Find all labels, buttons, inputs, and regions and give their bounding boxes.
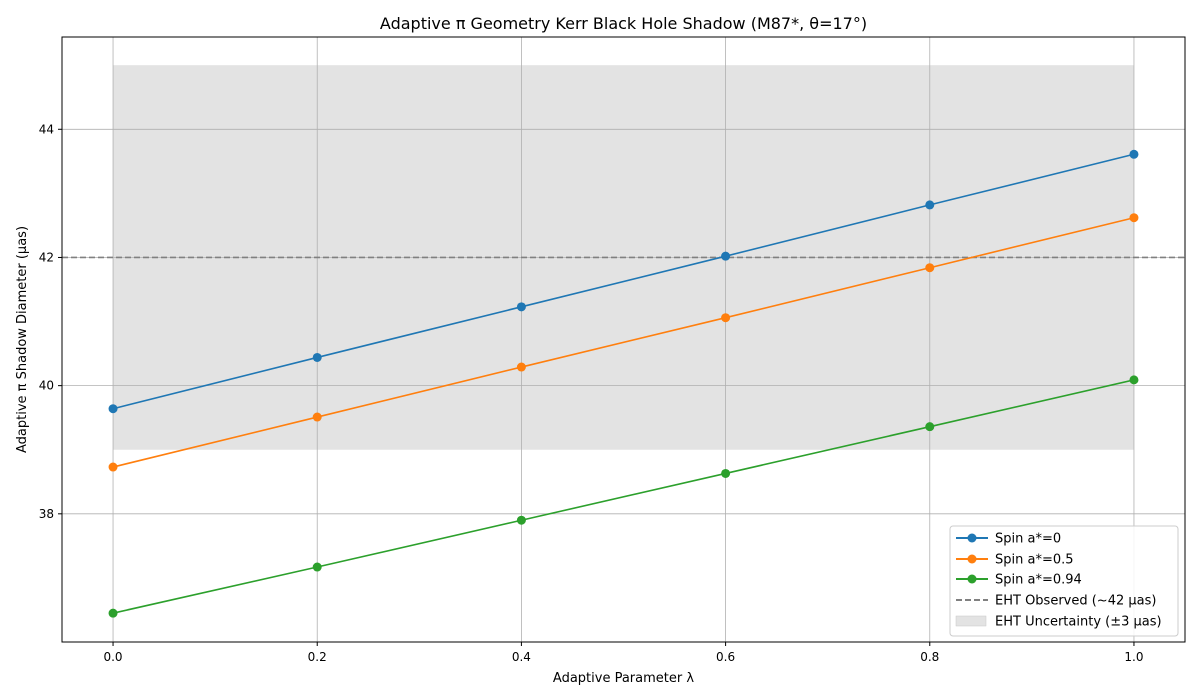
x-tick-label-0-4: 0.4 — [512, 650, 531, 664]
legend-label-spin-0-94: Spin a*=0.94 — [995, 573, 1082, 588]
x-tick-label-1-0: 1.0 — [1124, 650, 1143, 664]
legend-marker-spin-0 — [967, 533, 977, 543]
x-tick-label-0-2: 0.2 — [308, 650, 327, 664]
legend-marker-spin-0-5 — [967, 554, 977, 564]
series-spin-a-0 — [108, 149, 1139, 414]
y-axis-ticks: 38 40 42 44 — [39, 122, 62, 521]
legend-box — [949, 525, 1179, 637]
legend: Spin a*=0 Spin a*=0.5 Spin a*=0.94 EHT O… — [949, 525, 1179, 637]
data-point-spin-a-0-5-3 — [721, 313, 731, 323]
y-tick-label-40: 40 — [39, 379, 54, 393]
y-tick-label-42: 42 — [39, 250, 54, 264]
legend-entry-spin-0: Spin a*=0 — [956, 532, 1061, 547]
data-point-spin-a-0-94-0 — [108, 608, 118, 618]
y-tick-label-38: 38 — [39, 507, 54, 521]
data-point-spin-a-0-5-2 — [516, 362, 526, 372]
data-point-spin-a-0-94-5 — [1129, 375, 1139, 385]
series-line-spin-a-0 — [112, 153, 1135, 410]
x-axis-label: Adaptive Parameter λ — [553, 671, 694, 686]
data-point-spin-a-0-1 — [312, 352, 322, 362]
data-point-spin-a-0-94-1 — [312, 562, 322, 572]
x-axis-ticks: 0.0 0.2 0.4 0.6 0.8 1.0 — [103, 642, 1144, 664]
series-layer — [108, 149, 1139, 618]
series-spin-a-0-94 — [108, 375, 1139, 618]
data-point-spin-a-0-0 — [108, 404, 118, 414]
y-axis-label: Adaptive π Shadow Diameter (μas) — [15, 226, 30, 453]
legend-label-spin-0-5: Spin a*=0.5 — [995, 553, 1074, 568]
legend-entry-spin-0-94: Spin a*=0.94 — [956, 573, 1082, 588]
chart-title: Adaptive π Geometry Kerr Black Hole Shad… — [380, 14, 867, 33]
data-point-spin-a-0-4 — [925, 200, 935, 210]
legend-entry-spin-0-5: Spin a*=0.5 — [956, 553, 1074, 568]
x-tick-label-0-0: 0.0 — [103, 650, 122, 664]
legend-entry-eht-observed: EHT Observed (~42 μas) — [956, 594, 1156, 609]
data-point-spin-a-0-5-5 — [1129, 213, 1139, 223]
legend-label-eht-uncertainty: EHT Uncertainty (±3 μas) — [995, 615, 1162, 630]
data-point-spin-a-0-5-0 — [108, 462, 118, 472]
legend-swatch-eht-uncertainty — [955, 615, 987, 627]
legend-label-spin-0: Spin a*=0 — [995, 532, 1061, 547]
x-tick-label-0-8: 0.8 — [920, 650, 939, 664]
legend-entry-eht-uncertainty: EHT Uncertainty (±3 μas) — [955, 615, 1162, 630]
series-line-spin-a-0-94 — [112, 379, 1135, 614]
grid-layer — [62, 37, 1185, 642]
data-point-spin-a-0-94-4 — [925, 422, 935, 432]
data-point-spin-a-0-5-4 — [925, 263, 935, 273]
data-point-spin-a-0-5 — [1129, 149, 1139, 159]
series-spin-a-0-5 — [108, 213, 1139, 472]
data-point-spin-a-0-2 — [516, 302, 526, 312]
data-point-spin-a-0-5-1 — [312, 412, 322, 422]
y-tick-label-44: 44 — [39, 122, 54, 136]
data-point-spin-a-0-3 — [721, 251, 731, 261]
legend-label-eht-observed: EHT Observed (~42 μas) — [995, 594, 1156, 609]
plot-frame — [61, 36, 1186, 643]
data-point-spin-a-0-94-2 — [516, 515, 526, 525]
x-tick-label-0-6: 0.6 — [716, 650, 735, 664]
series-line-spin-a-0-5 — [112, 216, 1135, 468]
data-point-spin-a-0-94-3 — [721, 468, 731, 478]
legend-marker-spin-0-94 — [967, 574, 977, 584]
